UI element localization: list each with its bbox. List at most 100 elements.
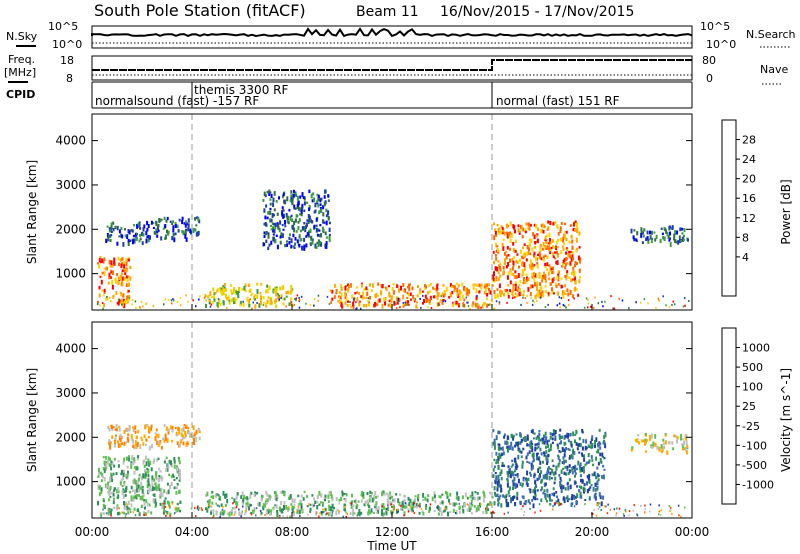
power-echo-cell — [226, 297, 228, 300]
velocity-echo-cell — [375, 495, 378, 499]
velocity-echo-cell — [499, 494, 502, 498]
velocity-echo-cell — [177, 456, 180, 459]
velocity-echo-cell — [536, 443, 539, 446]
velocity-scatter-cell — [458, 502, 461, 505]
power-scatter-cell — [465, 296, 468, 299]
velocity-echo-cell — [579, 462, 582, 467]
power-colorbar-tick-label: 8 — [742, 231, 749, 244]
velocity-echo-cell — [494, 480, 497, 485]
power-scatter-cell — [360, 307, 362, 310]
velocity-echo-cell — [499, 454, 502, 458]
velocity-echo-cell — [373, 511, 376, 514]
velocity-echo-cell — [319, 501, 322, 504]
power-echo-cell — [576, 247, 579, 251]
power-echo-cell — [308, 207, 311, 212]
velocity-scatter-cell — [412, 503, 415, 506]
velocity-echo-cell — [187, 431, 190, 434]
velocity-echo-cell — [405, 502, 408, 507]
power-echo-cell — [514, 229, 516, 234]
velocity-echo-cell — [537, 468, 540, 473]
velocity-echo-cell — [166, 467, 169, 472]
velocity-echo-cell — [573, 451, 576, 455]
velocity-scatter-cell — [624, 510, 627, 513]
velocity-echo-cell — [534, 494, 537, 497]
velocity-echo-cell — [522, 478, 525, 482]
velocity-echo-cell — [220, 503, 223, 507]
power-scatter-cell — [683, 297, 686, 300]
power-echo-cell — [296, 239, 299, 244]
velocity-echo-cell — [602, 464, 605, 468]
power-echo-cell — [316, 199, 319, 204]
power-echo-cell — [302, 196, 305, 199]
velocity-echo-cell — [136, 494, 138, 497]
velocity-scatter-cell — [297, 505, 300, 508]
power-echo-cell — [441, 292, 444, 296]
velocity-echo-cell — [100, 512, 103, 518]
power-echo-cell — [103, 267, 106, 270]
power-echo-cell — [276, 244, 279, 250]
velocity-echo-cell — [298, 503, 301, 506]
velocity-echo-cell — [538, 466, 541, 470]
power-echo-cell — [677, 240, 680, 245]
velocity-scatter-cell — [523, 502, 525, 505]
power-echo-cell — [387, 303, 390, 307]
power-echo-cell — [363, 288, 366, 291]
velocity-echo-cell — [532, 456, 535, 459]
power-scatter-cell — [506, 301, 508, 304]
velocity-echo-cell — [149, 489, 152, 492]
power-echo-cell — [222, 291, 225, 296]
velocity-scatter-cell — [276, 511, 278, 514]
power-scatter-cell — [313, 304, 315, 307]
power-echo-cell — [259, 292, 262, 295]
power-echo-cell — [522, 271, 525, 276]
velocity-echo-cell — [560, 479, 563, 482]
power-echo-cell — [98, 264, 101, 269]
power-echo-cell — [125, 275, 128, 279]
power-echo-cell — [97, 300, 99, 304]
velocity-echo-cell — [544, 493, 547, 498]
power-echo-cell — [663, 236, 666, 242]
velocity-echo-cell — [141, 485, 144, 488]
power-echo-cell — [528, 238, 531, 241]
power-echo-cell — [575, 226, 578, 229]
velocity-scatter-cell — [296, 510, 299, 513]
velocity-echo-cell — [540, 486, 543, 491]
velocity-scatter-cell — [245, 509, 248, 512]
velocity-scatter-cell — [409, 505, 412, 508]
power-echo-cell — [497, 248, 500, 252]
velocity-echo-cell — [327, 512, 330, 517]
power-echo-cell — [374, 301, 377, 307]
velocity-echo-cell — [594, 444, 596, 449]
velocity-echo-cell — [546, 493, 549, 498]
power-echo-cell — [427, 291, 429, 295]
power-echo-cell — [267, 296, 270, 300]
power-echo-cell — [496, 293, 499, 299]
velocity-echo-cell — [155, 433, 158, 437]
power-echo-cell — [294, 207, 297, 210]
power-echo-cell — [156, 234, 159, 238]
power-scatter-cell — [475, 306, 477, 309]
power-scatter-cell — [135, 306, 137, 309]
velocity-scatter-cell — [522, 505, 524, 508]
power-echo-cell — [529, 284, 532, 289]
velocity-echo-cell — [493, 438, 496, 443]
power-echo-cell — [242, 302, 245, 307]
power-echo-cell — [472, 283, 475, 287]
velocity-echo-cell — [343, 508, 346, 511]
velocity-echo-cell — [328, 506, 331, 511]
velocity-echo-cell — [426, 498, 429, 503]
power-echo-cell — [573, 271, 576, 276]
power-echo-cell — [531, 247, 534, 252]
power-echo-cell — [436, 283, 439, 286]
power-scatter-cell — [414, 298, 417, 301]
velocity-echo-cell — [497, 459, 500, 464]
velocity-scatter-cell — [319, 512, 321, 515]
velocity-echo-cell — [205, 507, 207, 511]
power-echo-cell — [553, 292, 555, 295]
power-echo-cell — [679, 227, 682, 232]
velocity-echo-cell — [98, 470, 100, 476]
velocity-echo-cell — [403, 495, 406, 498]
velocity-echo-cell — [555, 491, 558, 494]
